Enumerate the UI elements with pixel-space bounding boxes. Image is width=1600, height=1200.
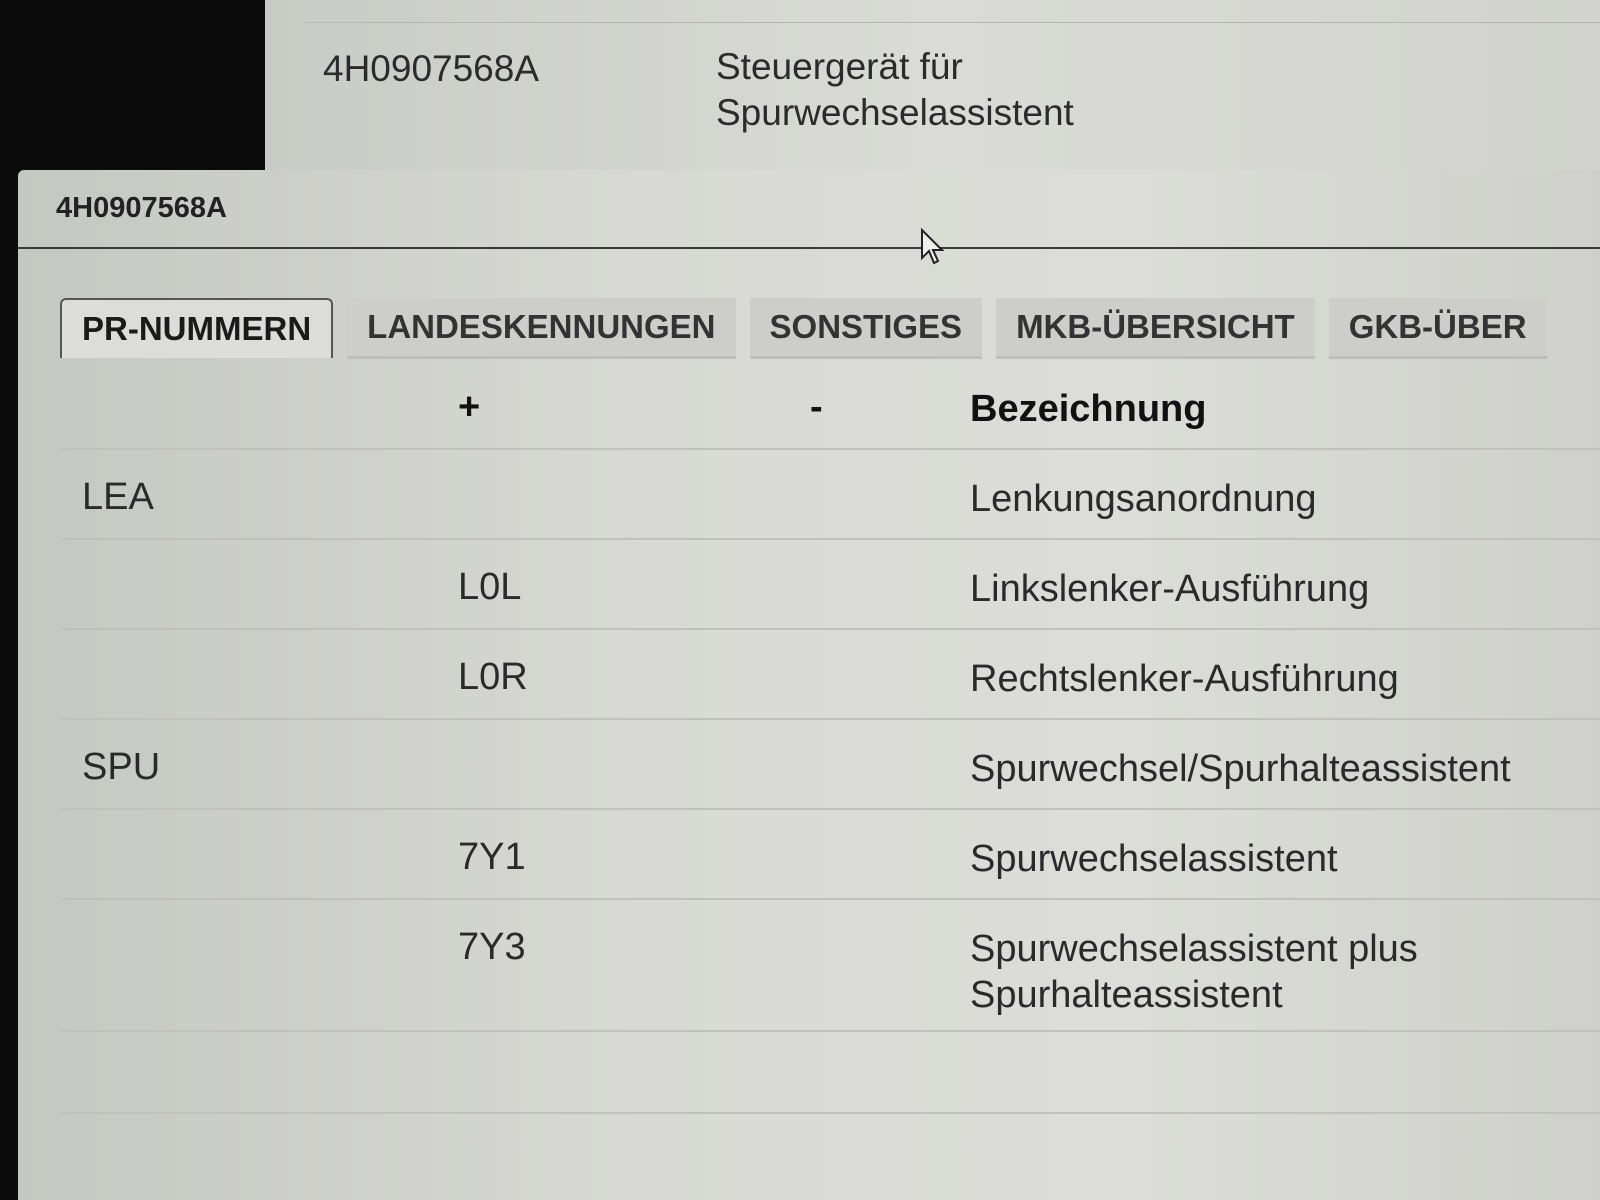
header-plus[interactable]: + bbox=[458, 386, 481, 428]
table-row-empty bbox=[60, 1032, 1600, 1114]
cell-description: Spurwechsel/Spurhalteassistent bbox=[970, 748, 1511, 790]
background-part-number: 4H0907568A bbox=[323, 48, 540, 89]
cell-description: Spurwechselassistent bbox=[970, 838, 1338, 880]
tab-mkb-uebersicht[interactable]: MKB-ÜBERSICHT bbox=[996, 298, 1315, 359]
table-row[interactable]: LEA Lenkungsanordnung bbox=[60, 450, 1600, 540]
cell-plus: L0R bbox=[458, 656, 528, 698]
cell-description: Rechtslenker-Ausführung bbox=[970, 658, 1399, 700]
cell-family: SPU bbox=[82, 746, 161, 788]
background-description-line2: Spurwechselassistent bbox=[716, 92, 1074, 133]
tab-gkb-uebersicht[interactable]: GKB-ÜBER bbox=[1328, 298, 1547, 359]
part-detail-dialog: 4H0907568A PR-NUMMERN LANDESKENNUNGEN SO… bbox=[18, 170, 1600, 1200]
cell-description: Lenkungsanordnung bbox=[970, 478, 1317, 520]
divider bbox=[305, 22, 1600, 23]
header-description[interactable]: Bezeichnung bbox=[970, 388, 1207, 430]
background-description: Steuergerät für Spurwechselassistent bbox=[716, 44, 1074, 136]
cell-description-line1: Spurwechselassistent plus bbox=[970, 928, 1418, 970]
table-row[interactable]: L0L Linkslenker-Ausführung bbox=[60, 540, 1600, 630]
tab-pr-nummern[interactable]: PR-NUMMERN bbox=[60, 298, 334, 358]
header-minus[interactable]: - bbox=[810, 386, 823, 428]
table-row[interactable]: L0R Rechtslenker-Ausführung bbox=[60, 630, 1600, 720]
dialog-header[interactable]: 4H0907568A bbox=[18, 170, 1600, 249]
cell-plus: 7Y1 bbox=[458, 836, 526, 878]
cell-description-line2: Spurhalteassistent bbox=[970, 974, 1283, 1016]
background-description-line1: Steuergerät für bbox=[716, 46, 963, 87]
tab-landeskennungen[interactable]: LANDESKENNUNGEN bbox=[347, 298, 736, 359]
table-row[interactable]: 7Y3 Spurwechselassistent plus Spurhaltea… bbox=[60, 900, 1600, 1032]
pr-number-table: + - Bezeichnung LEA Lenkungsanordnung L0… bbox=[60, 360, 1600, 1114]
tab-bar: PR-NUMMERN LANDESKENNUNGEN SONSTIGES MKB… bbox=[60, 298, 1600, 359]
table-row[interactable]: SPU Spurwechsel/Spurhalteassistent bbox=[60, 720, 1600, 810]
cell-family: LEA bbox=[82, 476, 154, 518]
cell-description: Spurwechselassistent plus Spurhalteassis… bbox=[970, 926, 1418, 1018]
table-header-row: + - Bezeichnung bbox=[60, 360, 1600, 450]
background-list-panel: 4H0907568A Steuergerät für Spurwechselas… bbox=[265, 0, 1600, 170]
mouse-pointer-icon bbox=[921, 228, 945, 265]
cell-description: Linkslenker-Ausführung bbox=[970, 568, 1370, 610]
cell-plus: 7Y3 bbox=[458, 926, 526, 968]
cell-plus: L0L bbox=[458, 566, 522, 608]
tab-sonstiges[interactable]: SONSTIGES bbox=[749, 298, 983, 359]
dialog-title: 4H0907568A bbox=[56, 192, 227, 224]
table-row[interactable]: 7Y1 Spurwechselassistent bbox=[60, 810, 1600, 900]
